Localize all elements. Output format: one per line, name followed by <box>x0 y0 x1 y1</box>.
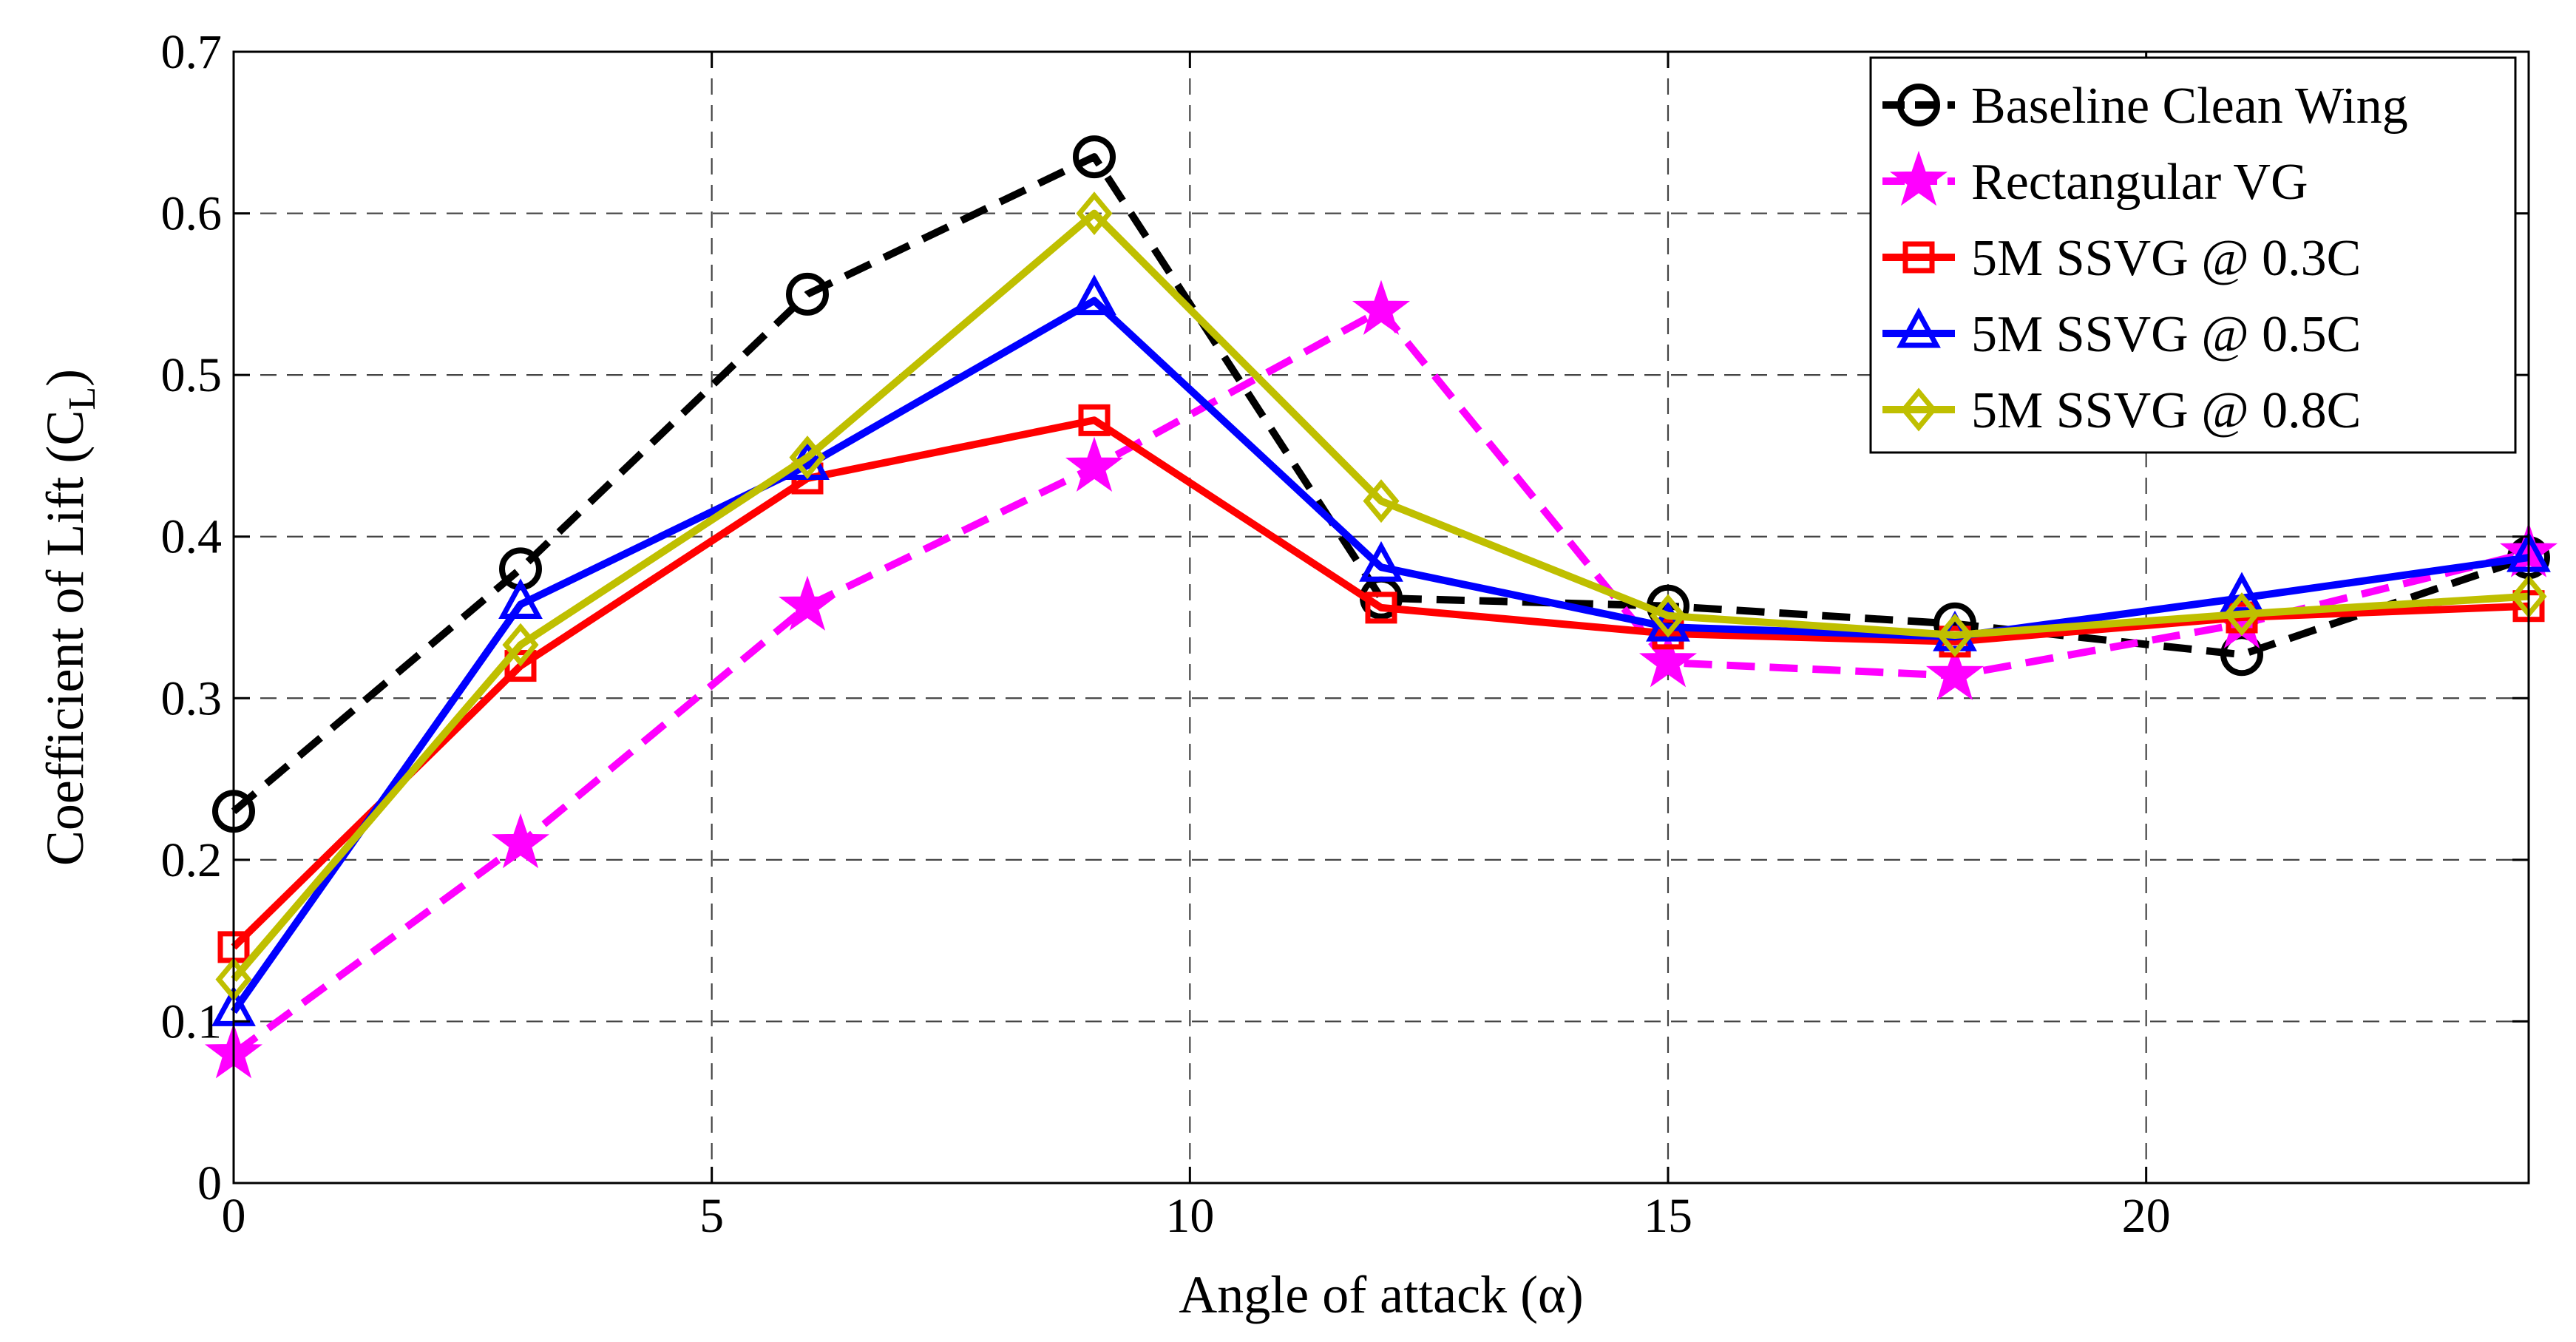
legend-item: Rectangular VG <box>1882 150 2308 211</box>
x-tick-label: 20 <box>2122 1189 2171 1243</box>
data-point <box>1936 613 1973 657</box>
y-tick-label: 0.5 <box>161 348 223 402</box>
data-point <box>789 436 826 480</box>
legend: Baseline Clean Wing Rectangular VG 5M SSVG… <box>1869 56 2517 454</box>
data-point <box>502 623 539 667</box>
data-point <box>491 813 550 869</box>
legend-item: 5M SSVG @ 0.3C <box>1882 230 2361 287</box>
data-point <box>1078 404 1111 436</box>
series-line <box>230 296 2529 1014</box>
legend-label: Rectangular VG <box>1971 154 2308 211</box>
legend-marker <box>1897 307 1941 348</box>
grid <box>234 52 2529 1183</box>
plot-frame <box>232 50 2530 1185</box>
data-point <box>1363 479 1400 523</box>
data-point <box>1650 594 1687 638</box>
series-line <box>231 416 2529 950</box>
x-tick-label: 10 <box>1165 1189 1214 1243</box>
legend-label: 5M SSVG @ 0.3C <box>1971 230 2361 287</box>
axis-ticks: 0 5 10 15 20 0 0.1 0.2 0.3 0.4 0.5 0.6 0.7 <box>161 25 2529 1243</box>
y-tick-label: 0.1 <box>161 994 223 1048</box>
y-axis-label: Coefficient of Lift (CL) <box>35 369 104 866</box>
x-tick-label: 0 <box>222 1189 246 1243</box>
data-point <box>1076 192 1113 236</box>
x-tick-label: 15 <box>1644 1189 1692 1243</box>
legend-item: 5M SSVG @ 0.5C <box>1882 306 2361 363</box>
data-point <box>2220 572 2264 613</box>
y-axis-label-main: Coefficient of Lift (C <box>35 410 95 867</box>
y-axis-label-subscript: L <box>61 387 104 410</box>
x-tick-label: 5 <box>699 1189 724 1243</box>
y-axis-label-close: ) <box>35 369 95 387</box>
y-tick-label: 0 <box>197 1156 222 1210</box>
series-line <box>231 209 2529 982</box>
legend-item: 5M SSVG @ 0.8C <box>1882 382 2361 439</box>
legend-label: Baseline Clean Wing <box>1971 78 2408 135</box>
x-axis-label: Angle of attack (α) <box>1179 1265 1584 1324</box>
data-point <box>498 578 543 620</box>
data-point <box>1352 279 1411 336</box>
legend-item: Baseline Clean Wing <box>1882 78 2408 135</box>
data-point <box>1925 645 1984 700</box>
data-point <box>1072 274 1116 316</box>
data-point <box>1065 436 1124 492</box>
y-tick-label: 0.2 <box>161 833 223 887</box>
legend-marker <box>1902 241 1935 274</box>
legend-box <box>1869 56 2517 454</box>
legend-marker <box>1900 387 1937 432</box>
y-tick-label: 0.4 <box>161 510 223 564</box>
legend-marker <box>1897 84 1940 126</box>
data-point <box>778 575 837 631</box>
data-point <box>2223 592 2260 637</box>
data-point <box>1638 632 1698 688</box>
y-tick-label: 0.6 <box>161 187 223 241</box>
data-point <box>2220 633 2263 677</box>
data-point <box>1359 540 1403 582</box>
series-line <box>231 153 2530 815</box>
data-point <box>1365 592 1397 624</box>
y-tick-label: 0.3 <box>161 671 223 725</box>
y-tick-label: 0.7 <box>161 25 223 79</box>
legend-label: 5M SSVG @ 0.5C <box>1971 306 2361 363</box>
legend-marker <box>1889 150 1948 206</box>
series-4 <box>215 192 2547 1002</box>
legend-label: 5M SSVG @ 0.8C <box>1971 382 2361 439</box>
data-point <box>786 272 829 316</box>
data-point <box>1073 135 1116 179</box>
